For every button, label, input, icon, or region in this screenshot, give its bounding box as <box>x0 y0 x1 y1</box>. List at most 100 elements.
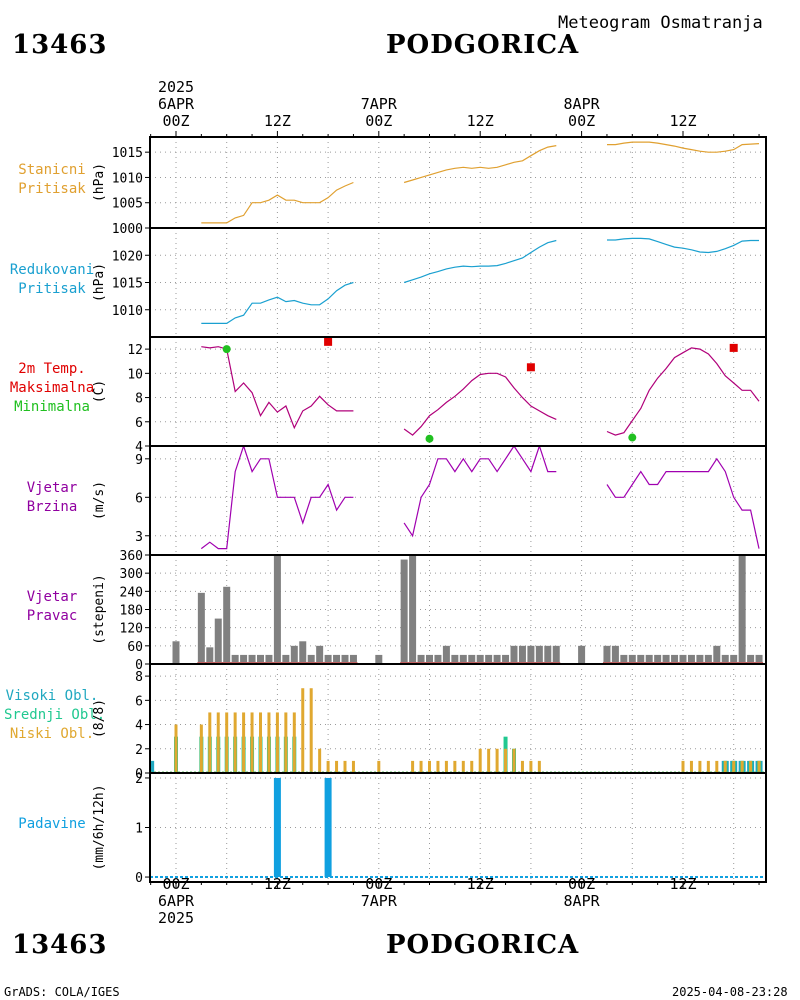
y-axis-title-precipitation: (mm/6h/12h) <box>92 784 107 870</box>
bottom-time-label-2: 00Z 7APR <box>360 875 397 910</box>
bottom-time-label-0: 00Z 6APR 2025 <box>157 875 195 927</box>
wind-direction-bar <box>493 654 501 664</box>
wind-direction-bar <box>476 654 484 664</box>
wind-direction-bar <box>552 645 560 664</box>
low-cloud-bar <box>436 760 440 773</box>
max-temp-marker <box>526 363 535 372</box>
low-cloud-bar <box>275 712 279 773</box>
panel-wind_speed: 3 6 9 (m/s) <box>92 445 767 556</box>
panel-content-reduced_pressure <box>201 237 759 324</box>
max-temp-marker <box>324 337 333 346</box>
wind-direction-bar <box>341 654 349 664</box>
panel-label-wind_direction: Vjetar Pravac <box>26 588 78 624</box>
low-cloud-bar <box>520 760 524 773</box>
low-cloud-bar <box>749 760 753 773</box>
min-temp-marker <box>628 433 637 442</box>
panel-content-wind_direction <box>172 555 764 664</box>
y-tick-label: 1020 <box>112 249 143 264</box>
low-cloud-bar <box>698 760 702 773</box>
wind-direction-bar <box>172 641 180 664</box>
bottom-time-label-5: 12Z <box>669 875 697 893</box>
series-line-segment-3 <box>606 347 760 436</box>
wind-direction-bar <box>442 645 450 664</box>
low-cloud-bar <box>377 760 381 773</box>
wind-direction-bar <box>671 654 679 664</box>
y-tick-label: 1010 <box>112 304 143 319</box>
low-cloud-bar <box>267 712 271 773</box>
wind-direction-bar <box>307 654 315 664</box>
low-cloud-bar <box>225 712 229 773</box>
panel-label-temperature: 2m Temp. Maksimalna Minimalna <box>9 361 95 415</box>
low-cloud-bar <box>504 748 508 773</box>
low-cloud-bar <box>757 760 761 773</box>
y-tick-label: 0 <box>135 871 143 886</box>
y-axis-title-temperature: (C) <box>92 380 107 403</box>
wind-direction-bar <box>417 654 425 664</box>
panel-content-clouds <box>150 688 766 773</box>
low-cloud-bar <box>301 688 305 773</box>
y-tick-label: 0 <box>135 658 143 673</box>
wind-direction-bar <box>197 592 205 664</box>
y-axis-title-wind_direction: (stepeni) <box>92 574 107 644</box>
low-cloud-bar <box>478 748 482 773</box>
wind-direction-bar <box>628 654 636 664</box>
wind-direction-bar <box>257 654 264 664</box>
wind-direction-bar <box>755 654 763 664</box>
wind-direction-bar <box>349 654 357 664</box>
low-cloud-bar <box>723 760 727 773</box>
station-id-bottom: 13463 <box>12 930 108 960</box>
low-cloud-bar <box>529 760 533 773</box>
station-id-top: 13463 <box>12 30 108 60</box>
panel-label-reduced_pressure: Redukovani Pritisak <box>9 261 95 297</box>
low-cloud-bar <box>259 712 262 773</box>
panel-content-temperature <box>201 337 760 443</box>
low-cloud-bar <box>335 760 339 773</box>
wind-direction-bar <box>662 654 670 664</box>
low-cloud-bar <box>715 760 719 773</box>
low-cloud-bar <box>292 712 296 773</box>
panel-frame <box>149 772 767 883</box>
wind-direction-bar <box>248 654 256 664</box>
low-cloud-bar <box>411 760 415 773</box>
wind-direction-bar <box>730 654 738 664</box>
wind-direction-bar <box>333 654 341 664</box>
y-tick-label: 0 <box>135 767 143 782</box>
wind-direction-bar <box>603 645 611 664</box>
y-tick-label: 2 <box>135 743 143 758</box>
y-tick-label: 6 <box>135 416 143 431</box>
wind-direction-bar <box>459 654 467 664</box>
series-line-segment-1 <box>201 281 354 324</box>
y-tick-label: 10 <box>127 367 143 382</box>
y-tick-label: 8 <box>135 670 143 685</box>
low-cloud-bar <box>250 712 254 773</box>
wind-direction-bar <box>527 645 535 664</box>
panel-frame <box>149 554 767 665</box>
wind-direction-bar <box>687 654 695 664</box>
panel-content-wind_speed <box>200 446 760 550</box>
wind-direction-bar <box>620 654 628 664</box>
wind-direction-bar <box>214 618 222 664</box>
panel-label-precipitation: Padavine <box>18 816 86 832</box>
panel-reduced_pressure: 1010 1015 1020 (hPa) <box>92 227 767 338</box>
wind-direction-bar <box>485 654 493 664</box>
series-line-segment-2 <box>403 145 557 184</box>
low-cloud-bar <box>199 724 203 773</box>
y-axis-title-reduced_pressure: (hPa) <box>92 263 107 302</box>
wind-direction-bar <box>704 654 712 664</box>
y-tick-label: 1015 <box>112 146 143 161</box>
low-cloud-bar <box>470 760 474 773</box>
wind-direction-bar <box>206 647 214 664</box>
wind-direction-bar <box>400 559 408 664</box>
wind-direction-bar <box>713 645 721 664</box>
low-cloud-bar <box>512 748 516 773</box>
wind-direction-bar <box>738 555 746 664</box>
y-tick-label: 12 <box>127 343 143 358</box>
panel-frame <box>149 227 767 338</box>
wind-direction-bar <box>434 654 442 664</box>
wind-direction-bar <box>544 645 552 664</box>
panel-station_pressure: 1000 1005 1010 1015 (hPa) <box>92 136 767 237</box>
wind-direction-bar <box>468 654 476 664</box>
chart-title: Meteogram Osmatranja <box>558 13 763 33</box>
y-tick-label: 1010 <box>112 171 143 186</box>
